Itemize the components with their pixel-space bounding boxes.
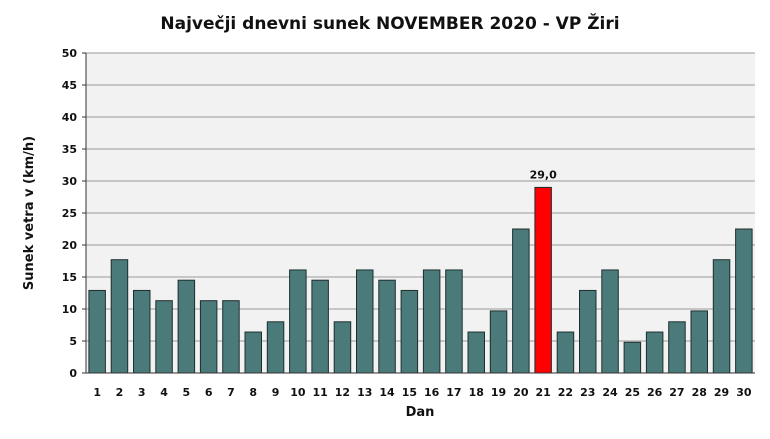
y-axis-label: Sunek vetra v (km/h)	[22, 136, 37, 290]
bar-day-8	[244, 331, 262, 374]
x-tick-label: 26	[647, 386, 663, 399]
x-tick-label: 2	[116, 386, 124, 399]
x-tick-label: 29	[714, 386, 729, 399]
bar-day-1	[88, 289, 106, 374]
bar-day-11	[311, 279, 329, 374]
y-tick-label: 40	[62, 111, 78, 124]
bar-day-5	[177, 279, 196, 374]
bar-day-30	[735, 228, 753, 374]
bar-day-13	[356, 269, 374, 374]
x-tick-label: 6	[205, 386, 213, 399]
x-tick-label: 14	[379, 386, 395, 399]
x-tick-label: 16	[424, 386, 440, 399]
x-tick-label: 11	[312, 386, 327, 399]
data-labels: 29,0	[530, 168, 557, 181]
x-tick-label: 30	[736, 386, 752, 399]
bar-day-12	[333, 321, 352, 374]
x-tick-label: 1	[93, 386, 101, 399]
bar-day-20	[512, 228, 530, 374]
x-tick-label: 27	[669, 386, 684, 399]
data-label: 29,0	[530, 168, 557, 181]
bar-day-22	[556, 331, 575, 374]
bar-day-27	[668, 321, 686, 374]
bar-day-14	[378, 279, 396, 374]
bar-day-23	[579, 289, 597, 374]
bar-day-3	[133, 289, 151, 374]
y-tick-label: 5	[69, 335, 77, 348]
x-tick-label: 15	[402, 386, 417, 399]
x-tick-label: 20	[513, 386, 529, 399]
bar-day-19	[489, 310, 508, 374]
x-tick-label: 10	[290, 386, 306, 399]
bar-day-6	[199, 300, 218, 374]
x-tick-label: 24	[602, 386, 618, 399]
y-tick-label: 45	[62, 79, 77, 92]
bar-day-26	[645, 331, 664, 374]
y-tick-label: 35	[62, 143, 77, 156]
y-tick-label: 25	[62, 207, 77, 220]
bar-day-10	[289, 269, 307, 374]
bar-day-16	[422, 269, 441, 374]
bar-day-9	[266, 321, 285, 374]
bar-day-15	[400, 289, 419, 374]
bar-day-4	[155, 300, 173, 374]
y-tick-label: 10	[62, 303, 78, 316]
x-tick-label: 4	[160, 386, 168, 399]
y-tick-label: 0	[69, 367, 77, 380]
x-tick-label: 12	[335, 386, 350, 399]
y-tick-label: 50	[62, 47, 78, 60]
x-tick-label: 28	[692, 386, 707, 399]
y-tick-label: 20	[62, 239, 78, 252]
bar-day-21	[534, 186, 552, 374]
bar-day-29	[712, 259, 731, 374]
x-tick-label: 8	[249, 386, 257, 399]
x-tick-label: 9	[272, 386, 280, 399]
x-tick-label: 23	[580, 386, 595, 399]
bar-day-18	[467, 331, 485, 374]
bar-day-7	[222, 300, 240, 374]
x-axis-ticks: 1 2 3 4 5 6 7 8 9 10 11 12 13 14 15 16 17 18 19 20 21 22 23 24 2…	[93, 386, 752, 399]
x-tick-label: 21	[535, 386, 550, 399]
x-tick-label: 7	[227, 386, 235, 399]
bar-day-17	[445, 269, 463, 374]
bar-day-28	[690, 310, 708, 374]
y-tick-label: 30	[62, 175, 78, 188]
x-tick-label: 17	[446, 386, 461, 399]
x-tick-label: 3	[138, 386, 146, 399]
chart-title: Največji dnevni sunek NOVEMBER 2020 - VP…	[160, 12, 619, 34]
bar-day-24	[601, 269, 619, 374]
x-tick-label: 19	[491, 386, 506, 399]
grid-lines	[86, 52, 755, 342]
x-tick-label: 25	[625, 386, 640, 399]
x-axis-label: Dan	[406, 405, 435, 420]
y-tick-label: 15	[62, 271, 77, 284]
bars	[88, 186, 753, 374]
x-tick-label: 22	[558, 386, 573, 399]
y-axis-ticks: 0 5 10 15 20 25 30 35 40 45 50	[62, 47, 86, 380]
x-tick-label: 13	[357, 386, 372, 399]
x-tick-label: 5	[183, 386, 191, 399]
x-tick-label: 18	[469, 386, 484, 399]
bar-day-2	[110, 259, 129, 374]
bar-day-25	[623, 341, 642, 374]
